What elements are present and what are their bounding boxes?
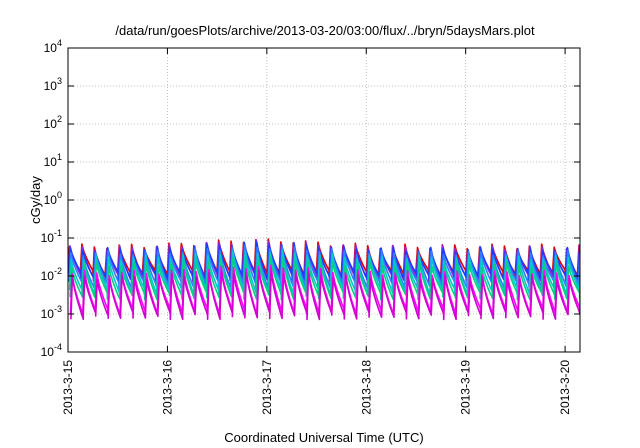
series-line [69, 256, 580, 301]
y-tick-exponent: 4 [57, 38, 62, 48]
y-tick-base: 10 [41, 231, 55, 245]
y-tick-base: 10 [41, 307, 55, 321]
series-group [68, 238, 580, 321]
y-tick-exponent: -3 [54, 304, 62, 314]
y-tick-label: 10-1 [41, 228, 62, 245]
y-tick-exponent: 3 [57, 76, 62, 86]
y-tick-exponent: 0 [57, 190, 62, 200]
y-tick-exponent: 1 [57, 152, 62, 162]
x-axis-label: Coordinated Universal Time (UTC) [224, 430, 423, 445]
x-ticks: 2013-3-15 2013-3-16 2013-3-17 2013-3-18 2013… [61, 48, 572, 415]
x-tick-label: 2013-3-17 [260, 360, 274, 415]
y-tick-base: 10 [41, 269, 55, 283]
y-tick-label: 101 [44, 152, 62, 169]
x-tick-label: 2013-3-18 [359, 360, 373, 415]
y-tick-exponent: -2 [54, 266, 62, 276]
x-tick-label: 2013-3-20 [558, 360, 572, 415]
y-tick-base: 10 [41, 345, 55, 359]
y-tick-label: 104 [44, 38, 62, 55]
x-tick-label: 2013-3-15 [61, 360, 75, 415]
x-tick-label: 2013-3-16 [160, 360, 174, 415]
y-tick-base: 10 [44, 117, 58, 131]
y-tick-base: 10 [44, 41, 58, 55]
y-tick-label: 10-2 [41, 266, 62, 283]
y-tick-label: 100 [44, 190, 62, 207]
y-tick-label: 10-3 [41, 304, 62, 321]
chart-title: /data/run/goesPlots/archive/2013-03-20/0… [115, 23, 535, 38]
y-tick-exponent: -4 [54, 342, 62, 352]
y-tick-label: 10-4 [41, 342, 62, 359]
y-tick-exponent: 2 [57, 114, 62, 124]
y-axis-label: cGy/day [28, 176, 43, 224]
y-tick-base: 10 [44, 155, 58, 169]
x-tick-label: 2013-3-19 [459, 360, 473, 415]
series-line [70, 269, 580, 321]
y-tick-label: 103 [44, 76, 62, 93]
y-tick-label: 102 [44, 114, 62, 131]
y-tick-base: 10 [44, 79, 58, 93]
y-tick-base: 10 [44, 193, 58, 207]
y-tick-exponent: -1 [54, 228, 62, 238]
